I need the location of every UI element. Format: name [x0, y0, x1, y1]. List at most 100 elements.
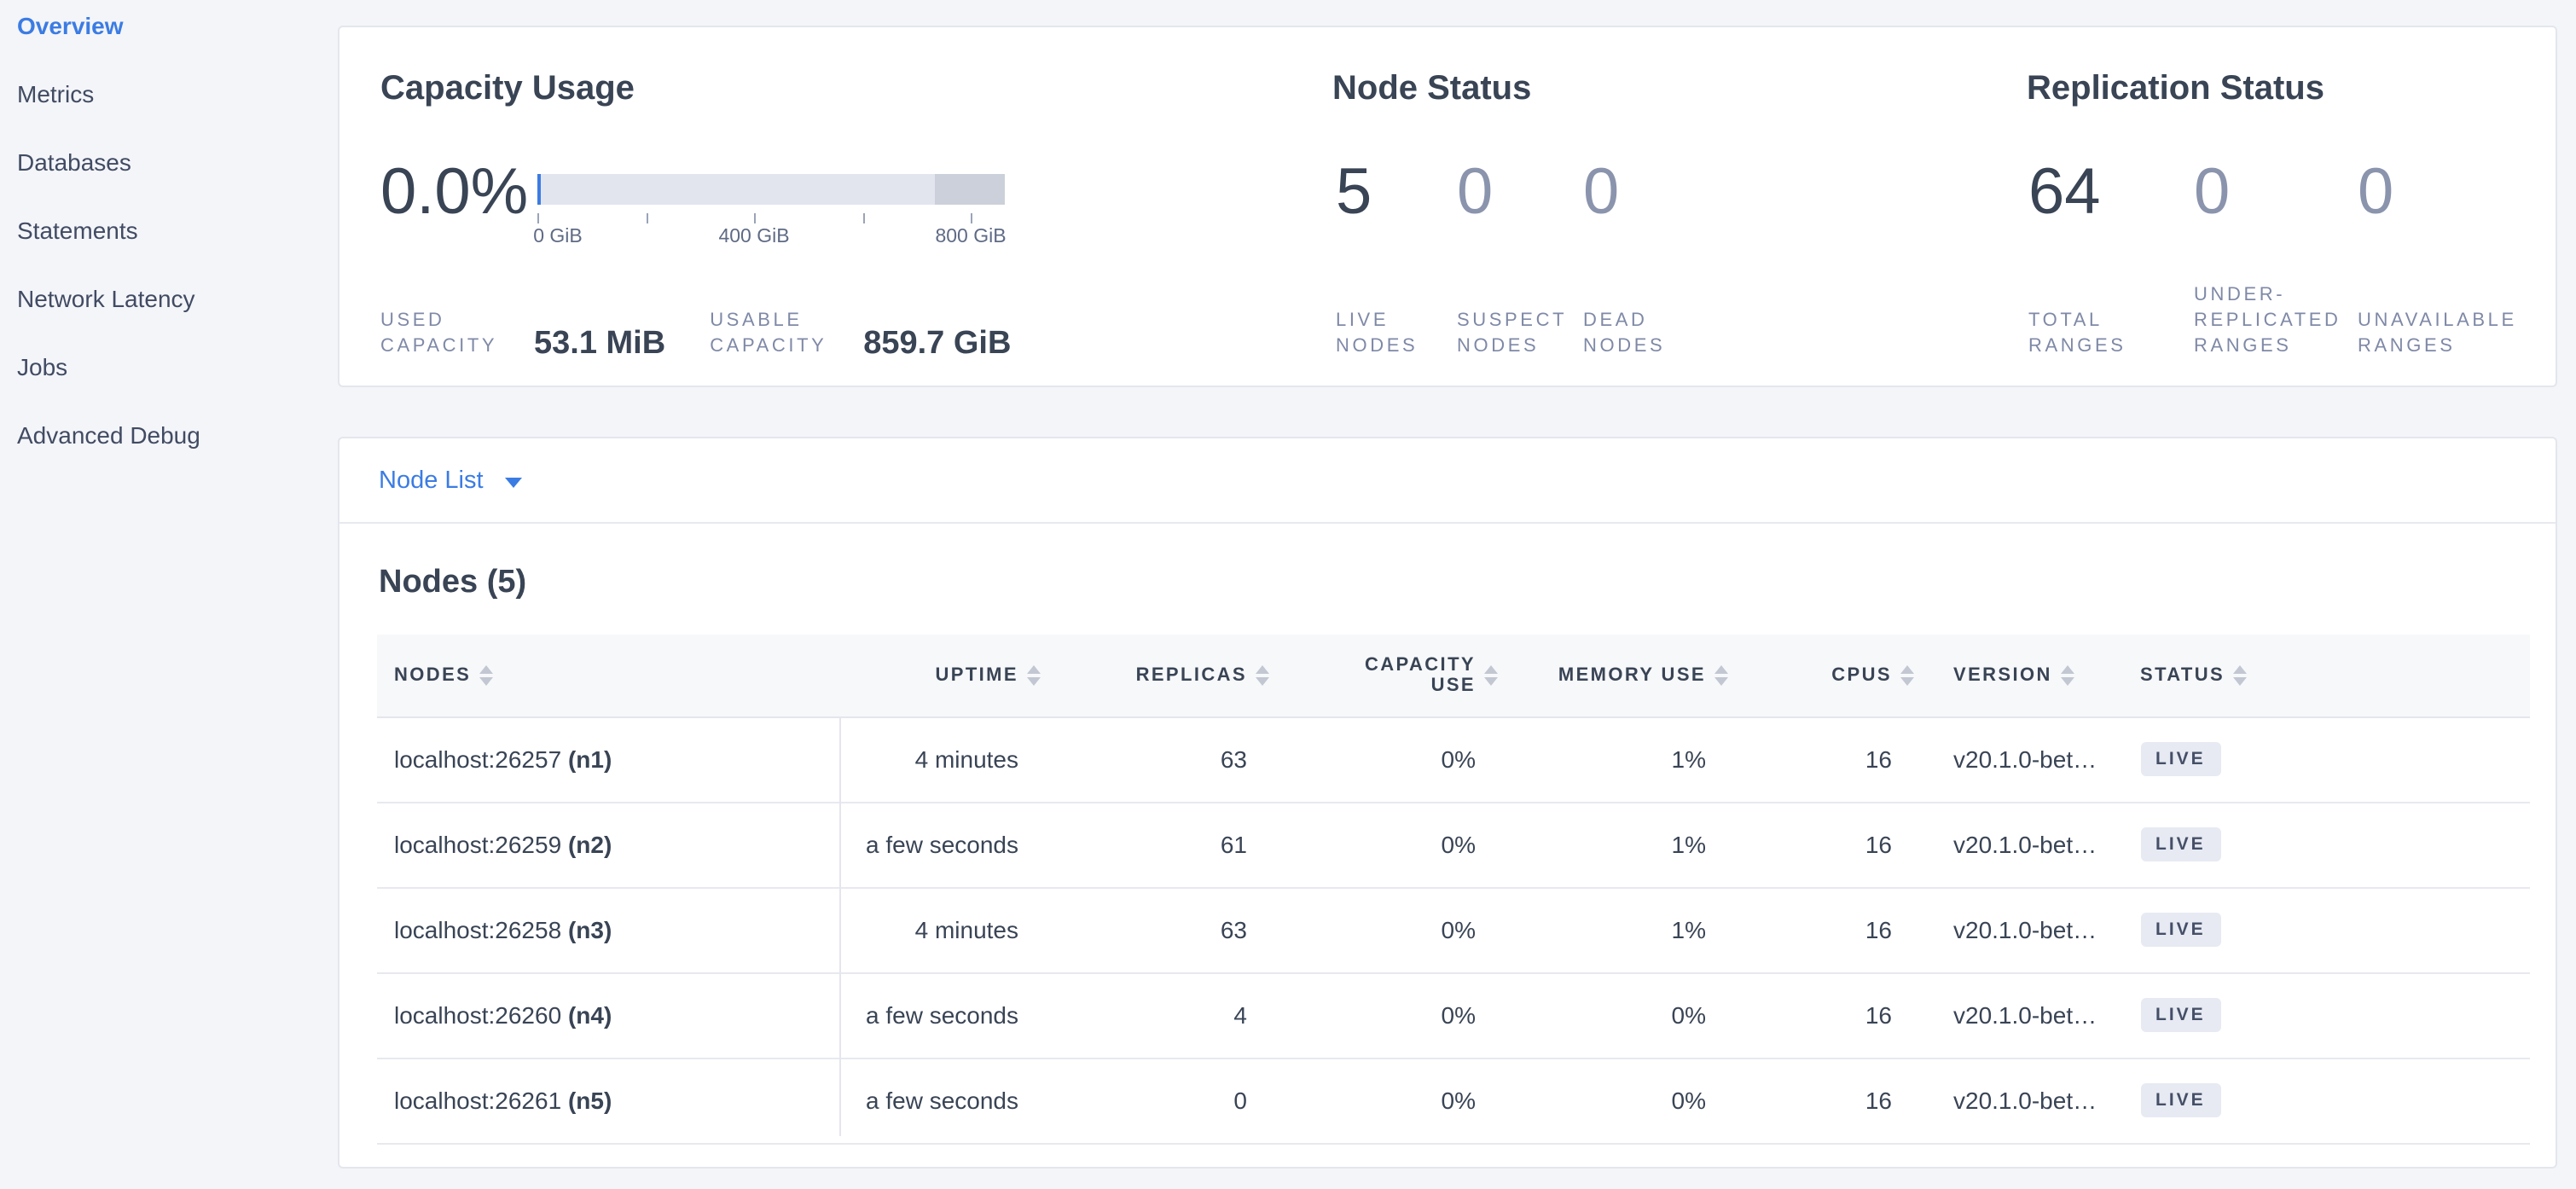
cpus-cell: 16	[1865, 916, 1892, 943]
version-cell: v20.1.0-bet…	[1953, 1001, 2097, 1029]
node-list-dropdown-row: Node List	[339, 438, 2556, 524]
axis-tick	[537, 213, 539, 223]
unavailable-ranges-label: UNAVAILABLE RANGES	[2358, 310, 2517, 357]
node-address: localhost:26258	[394, 916, 562, 943]
column-header-version[interactable]: VERSION	[1919, 664, 2116, 685]
sort-icon	[479, 664, 498, 685]
capacity-bar-track	[537, 174, 1005, 205]
uptime-cell: a few seconds	[866, 1087, 1018, 1114]
sort-icon	[1256, 664, 1274, 685]
sort-icon	[2060, 664, 2080, 685]
axis-tick-label: 800 GiB	[935, 227, 1007, 247]
axis-tick-label: 400 GiB	[718, 227, 790, 247]
usable-capacity-value: 859.7 GiB	[863, 326, 1012, 362]
sidebar-item-overview[interactable]: Overview	[17, 12, 124, 39]
sort-icon	[1900, 664, 1919, 685]
axis-tick	[646, 213, 647, 223]
suspect-nodes-label: SUSPECT NODES	[1457, 310, 1567, 357]
uptime-cell: 4 minutes	[914, 916, 1018, 943]
live-nodes-value: 5	[1336, 157, 1372, 229]
suspect-nodes-stat: 0 SUSPECT NODES	[1457, 160, 1576, 360]
capacity-percent: 0.0%	[380, 157, 529, 229]
node-address: localhost:26259	[394, 831, 562, 858]
memory-use-cell: 1%	[1671, 916, 1706, 943]
nodes-table: NODES UPTIME REPLICAS CAPACITY USE MEMOR…	[376, 634, 2529, 1144]
under-replicated-value: 0	[2194, 157, 2231, 229]
used-capacity-label: USED CAPACITY	[380, 310, 498, 357]
cpus-cell: 16	[1865, 1087, 1892, 1114]
status-badge: LIVE	[2140, 742, 2221, 776]
cluster-summary-card: Capacity Usage 0.0% 0 GiB 400 GiB 800 Gi…	[338, 26, 2557, 387]
chevron-down-icon	[505, 477, 523, 487]
column-header-replicas[interactable]: REPLICAS	[1046, 664, 1274, 685]
sort-icon	[2233, 664, 2252, 685]
node-id: (n1)	[567, 745, 612, 773]
column-header-status[interactable]: STATUS	[2116, 664, 2529, 685]
cpus-cell: 16	[1865, 745, 1892, 773]
dead-nodes-value: 0	[1583, 157, 1620, 229]
column-header-memory-use[interactable]: MEMORY USE	[1503, 664, 1733, 685]
capacity-use-cell: 0%	[1441, 916, 1476, 943]
replicas-cell: 4	[1233, 1001, 1247, 1029]
table-row-node-1[interactable]: localhost:26257 (n1) 4 minutes 63 0% 1% …	[376, 717, 2529, 803]
node-address: localhost:26261	[394, 1087, 562, 1114]
capacity-bar-reserved-segment	[935, 174, 1005, 205]
sidebar-item-statements[interactable]: Statements	[17, 217, 138, 244]
replicas-cell: 61	[1220, 831, 1247, 858]
live-nodes-label: LIVE NODES	[1336, 310, 1419, 357]
total-ranges-value: 64	[2028, 157, 2101, 229]
axis-tick	[862, 213, 864, 223]
node-list-dropdown[interactable]: Node List	[379, 467, 523, 494]
status-badge: LIVE	[2140, 998, 2221, 1032]
axis-tick	[971, 213, 972, 223]
column-header-cpus[interactable]: CPUS	[1733, 664, 1919, 685]
replicas-cell: 63	[1220, 745, 1247, 773]
memory-use-cell: 1%	[1671, 831, 1706, 858]
node-status-title: Node Status	[1332, 70, 1532, 107]
total-ranges-stat: 64 TOTAL RANGES	[2028, 160, 2161, 360]
nodes-column-divider	[838, 716, 840, 1135]
node-id: (n3)	[567, 916, 612, 943]
capacity-use-cell: 0%	[1441, 831, 1476, 858]
node-list-dropdown-label: Node List	[379, 467, 484, 494]
sidebar-item-advanced-debug[interactable]: Advanced Debug	[17, 421, 200, 449]
axis-tick	[754, 213, 756, 223]
sort-icon	[1714, 664, 1733, 685]
table-row-node-5[interactable]: localhost:26261 (n5) a few seconds 0 0% …	[376, 1058, 2529, 1144]
capacity-bar: 0 GiB 400 GiB 800 GiB	[533, 174, 1007, 276]
status-badge: LIVE	[2140, 1083, 2221, 1117]
unavailable-ranges-value: 0	[2358, 157, 2394, 229]
sidebar-item-jobs[interactable]: Jobs	[17, 353, 68, 380]
version-cell: v20.1.0-bet…	[1953, 745, 2097, 773]
node-address: localhost:26260	[394, 1001, 562, 1029]
live-nodes-stat: 5 LIVE NODES	[1336, 160, 1452, 360]
sort-icon	[1484, 664, 1503, 685]
under-replicated-stat: 0 UNDER-REPLICATED RANGES	[2194, 160, 2356, 360]
memory-use-cell: 0%	[1671, 1087, 1706, 1114]
replicas-cell: 63	[1220, 916, 1247, 943]
usable-capacity-label: USABLE CAPACITY	[710, 310, 827, 357]
cpus-cell: 16	[1865, 831, 1892, 858]
column-header-capacity-use[interactable]: CAPACITY USE	[1274, 654, 1503, 695]
status-badge: LIVE	[2140, 913, 2221, 947]
capacity-use-cell: 0%	[1441, 1001, 1476, 1029]
under-replicated-label: UNDER-REPLICATED RANGES	[2194, 285, 2341, 357]
version-cell: v20.1.0-bet…	[1953, 916, 2097, 943]
table-row-node-2[interactable]: localhost:26259 (n2) a few seconds 61 0%…	[376, 803, 2529, 888]
status-badge: LIVE	[2140, 827, 2221, 861]
sidebar-item-databases[interactable]: Databases	[17, 148, 131, 176]
replication-status-title: Replication Status	[2027, 70, 2324, 107]
uptime-cell: a few seconds	[866, 1001, 1018, 1029]
version-cell: v20.1.0-bet…	[1953, 1087, 2097, 1114]
sidebar-item-network-latency[interactable]: Network Latency	[17, 285, 195, 312]
column-header-nodes[interactable]: NODES	[376, 664, 838, 685]
table-row-node-4[interactable]: localhost:26260 (n4) a few seconds 4 0% …	[376, 973, 2529, 1058]
total-ranges-label: TOTAL RANGES	[2028, 310, 2126, 357]
table-row-node-3[interactable]: localhost:26258 (n3) 4 minutes 63 0% 1% …	[376, 888, 2529, 973]
sidebar-item-metrics[interactable]: Metrics	[17, 80, 95, 107]
capacity-bar-used-marker	[537, 174, 541, 205]
uptime-cell: 4 minutes	[914, 745, 1018, 773]
capacity-usage-title: Capacity Usage	[380, 70, 635, 107]
column-header-uptime[interactable]: UPTIME	[838, 664, 1046, 685]
